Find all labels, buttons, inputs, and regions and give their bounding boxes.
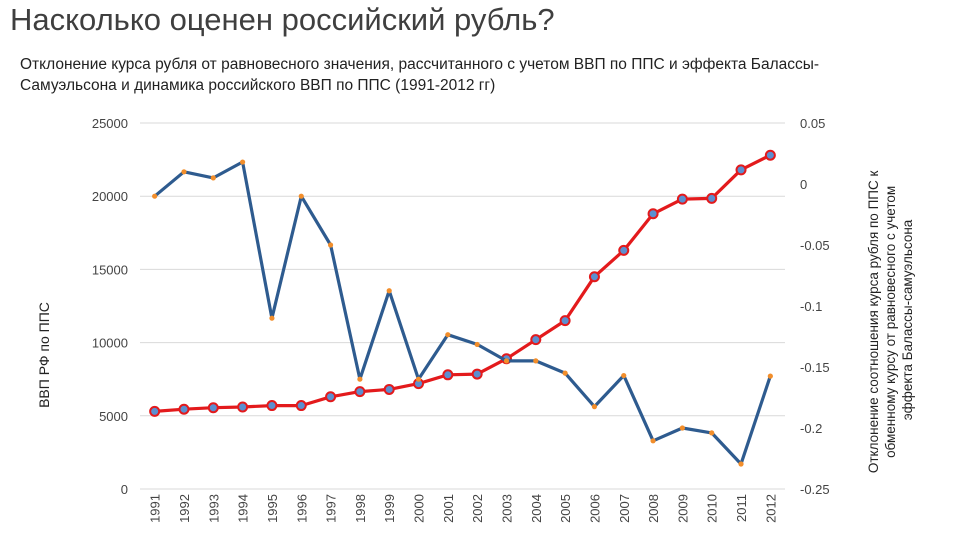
left-tick-label: 20000	[92, 189, 128, 204]
grid-layer	[140, 122, 785, 490]
deviation-point	[679, 425, 685, 431]
x-tick-label: 2003	[499, 494, 514, 523]
deviation-point	[445, 332, 451, 338]
x-tick-label: 2005	[558, 494, 573, 523]
deviation-point	[327, 242, 334, 248]
deviation-point	[415, 376, 422, 382]
gdp-point	[442, 369, 454, 381]
right-tick-label: 0	[800, 177, 807, 192]
gdp-point	[676, 193, 688, 205]
right-tick-label: -0.25	[800, 482, 830, 497]
right-tick-label: 0.05	[800, 116, 825, 131]
gdp-point	[354, 386, 366, 398]
x-tick-label: 2002	[470, 494, 485, 523]
deviation-point	[210, 175, 216, 181]
gdp-point	[530, 334, 542, 346]
deviation-point	[181, 169, 187, 175]
gdp-point	[383, 383, 395, 395]
right-axis-label: Отклонение соотношения курса рубля по ПП…	[866, 167, 915, 473]
gdp-point	[471, 368, 483, 380]
x-tick-label: 1994	[236, 494, 251, 523]
right-tick-label: -0.05	[800, 238, 830, 253]
x-tick-label: 2011	[734, 494, 749, 522]
x-tick-label: 2004	[529, 494, 544, 523]
gdp-point	[325, 391, 337, 403]
x-tick-label: 1997	[324, 494, 339, 523]
deviation-point	[152, 193, 158, 199]
gdp-series-line	[154, 153, 772, 413]
deviation-point	[298, 193, 304, 199]
x-axis-ticks: 1991 1992 1993 1994 1995 1996 1997 1998 1999 2000…	[148, 494, 779, 523]
left-axis-label: ВВП РФ по ППС	[36, 302, 52, 408]
left-tick-label: 10000	[92, 336, 128, 351]
deviation-point	[591, 404, 598, 410]
gdp-point	[706, 192, 718, 204]
deviation-point	[474, 341, 480, 348]
x-tick-label: 1999	[382, 494, 397, 523]
x-tick-label: 2010	[705, 494, 720, 523]
x-tick-label: 1998	[353, 494, 368, 523]
gdp-point	[149, 405, 161, 417]
gdp-point	[735, 164, 747, 176]
gdp-point	[588, 271, 600, 283]
gdp-point	[178, 403, 190, 415]
right-tick-label: -0.1	[800, 299, 822, 314]
right-axis-label-line-3: эффекта Балассы-самуэльсона	[900, 219, 915, 420]
page-title: Насколько оценен российский рубль?	[10, 2, 555, 37]
x-tick-label: 1996	[294, 494, 309, 523]
right-axis-ticks: -0.25 -0.2 -0.15 -0.1 -0.05 0 0.05	[800, 116, 830, 497]
gdp-point	[295, 400, 307, 412]
x-tick-label: 2012	[763, 494, 778, 523]
x-tick-label: 2006	[587, 494, 602, 523]
gdp-point	[647, 208, 659, 220]
x-tick-label: 2007	[617, 494, 632, 523]
deviation-point	[240, 159, 246, 165]
deviation-point	[533, 358, 539, 364]
right-tick-label: -0.2	[800, 421, 822, 436]
gdp-point	[237, 401, 249, 413]
x-tick-label: 2000	[412, 494, 427, 523]
x-tick-label: 2001	[441, 494, 456, 523]
right-axis-label-line-1: Отклонение соотношения курса рубля по ПП…	[866, 171, 881, 474]
left-tick-label: 5000	[99, 409, 128, 424]
deviation-point	[767, 373, 773, 379]
deviation-point	[386, 288, 392, 294]
chart-subtitle: Отклонение курса рубля от равновесного з…	[20, 56, 820, 94]
left-axis-ticks: 0 5000 10000 15000 20000 25000	[92, 116, 128, 497]
x-tick-label: 1991	[148, 494, 163, 523]
x-tick-label: 2008	[646, 494, 661, 523]
right-tick-label: -0.15	[800, 360, 830, 375]
deviation-point	[621, 372, 627, 379]
series-layer	[149, 149, 776, 467]
left-tick-label: 25000	[92, 116, 128, 131]
deviation-point	[357, 376, 363, 382]
deviation-series-line	[153, 160, 772, 466]
deviation-point	[562, 370, 568, 376]
deviation-point	[650, 438, 656, 444]
gdp-point	[618, 244, 630, 256]
x-tick-label: 1995	[265, 494, 280, 523]
left-tick-label: 0	[121, 482, 128, 497]
right-axis-label-line-2: обменному курсу от равновесного с учетом	[883, 186, 898, 458]
gdp-point	[559, 315, 571, 327]
deviation-point	[269, 315, 275, 321]
gdp-point	[764, 149, 776, 161]
x-tick-label: 1992	[177, 494, 192, 523]
gdp-point	[207, 402, 219, 414]
gdp-point	[266, 400, 278, 412]
x-tick-label: 1993	[206, 494, 221, 523]
x-tick-label: 2009	[675, 494, 690, 523]
left-tick-label: 15000	[92, 262, 128, 277]
deviation-point	[709, 430, 715, 436]
deviation-point	[738, 461, 744, 467]
deviation-point	[503, 358, 510, 364]
